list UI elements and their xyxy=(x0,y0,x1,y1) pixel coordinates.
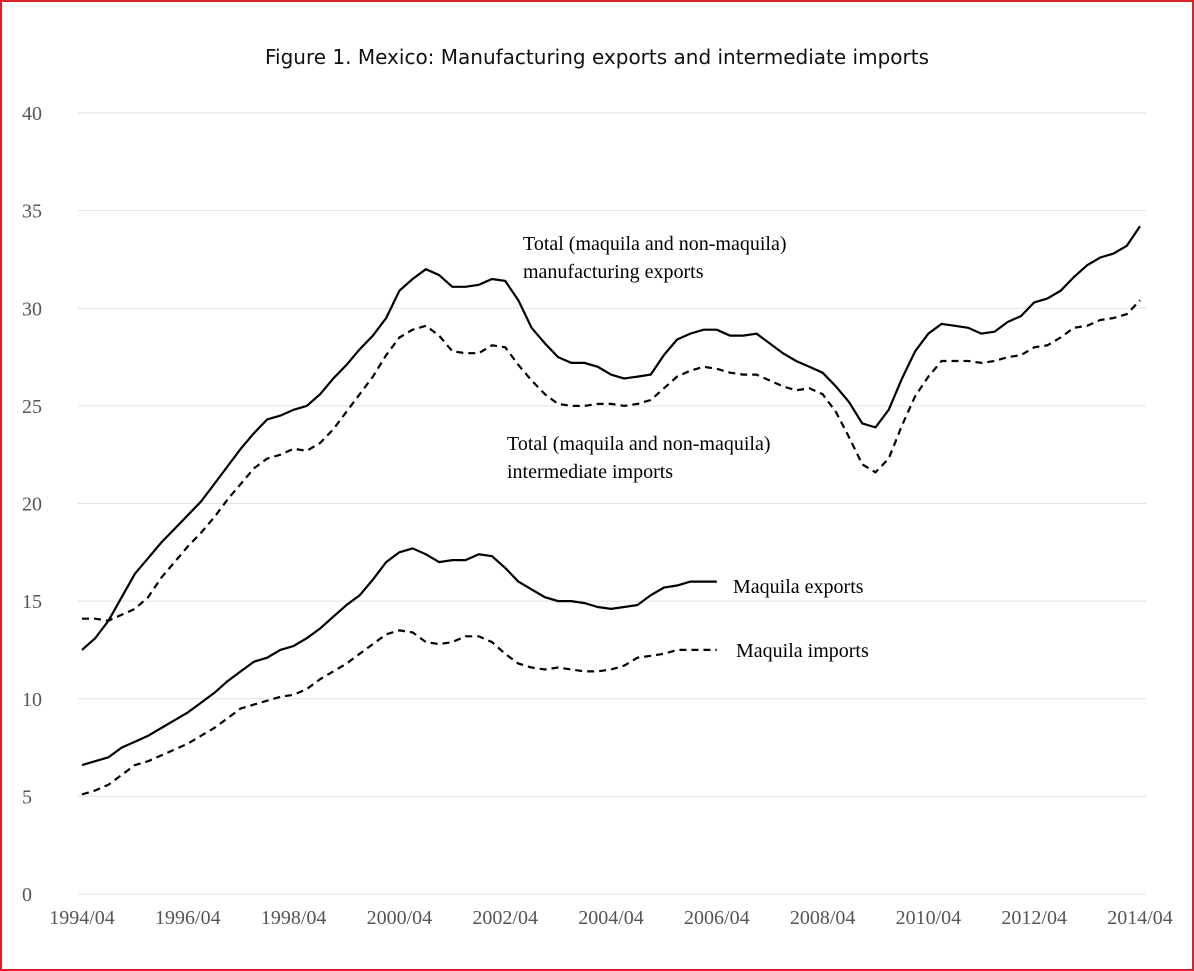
chart-title: Figure 1. Mexico: Manufacturing exports … xyxy=(265,45,929,69)
y-tick-label: 30 xyxy=(22,298,42,320)
series-label: Total (maquila and non-maquila) xyxy=(523,233,787,255)
series-line xyxy=(81,547,717,767)
y-tick-label: 5 xyxy=(22,786,32,808)
y-tick-label: 15 xyxy=(22,591,42,613)
x-tick-label: 1996/04 xyxy=(155,907,221,929)
series-line xyxy=(82,299,1141,622)
x-tick-label: 1998/04 xyxy=(261,907,327,929)
series-label: Maquila exports xyxy=(733,576,864,598)
x-tick-label: 2002/04 xyxy=(472,907,538,929)
x-tick-label: 2000/04 xyxy=(367,907,433,929)
y-tick-label: 35 xyxy=(22,201,42,223)
y-tick-label: 0 xyxy=(22,884,32,906)
series-label: intermediate imports xyxy=(507,461,673,483)
x-tick-label: 2008/04 xyxy=(790,907,856,929)
series-line xyxy=(81,629,717,796)
x-tick-label: 2012/04 xyxy=(1001,907,1067,929)
y-tick-label: 10 xyxy=(22,689,42,711)
x-tick-label: 1994/04 xyxy=(49,907,115,929)
x-tick-label: 2014/04 xyxy=(1107,907,1173,929)
series-label: Maquila imports xyxy=(736,640,869,662)
series-label: manufacturing exports xyxy=(523,261,704,283)
x-tick-label: 2006/04 xyxy=(684,907,750,929)
x-tick-label: 2010/04 xyxy=(896,907,962,929)
series-line xyxy=(81,225,1141,651)
y-tick-label: 25 xyxy=(22,396,42,418)
y-tick-label: 40 xyxy=(22,103,42,125)
series-label: Total (maquila and non-maquila) xyxy=(507,433,771,455)
y-tick-label: 20 xyxy=(22,494,42,516)
x-tick-label: 2004/04 xyxy=(578,907,644,929)
